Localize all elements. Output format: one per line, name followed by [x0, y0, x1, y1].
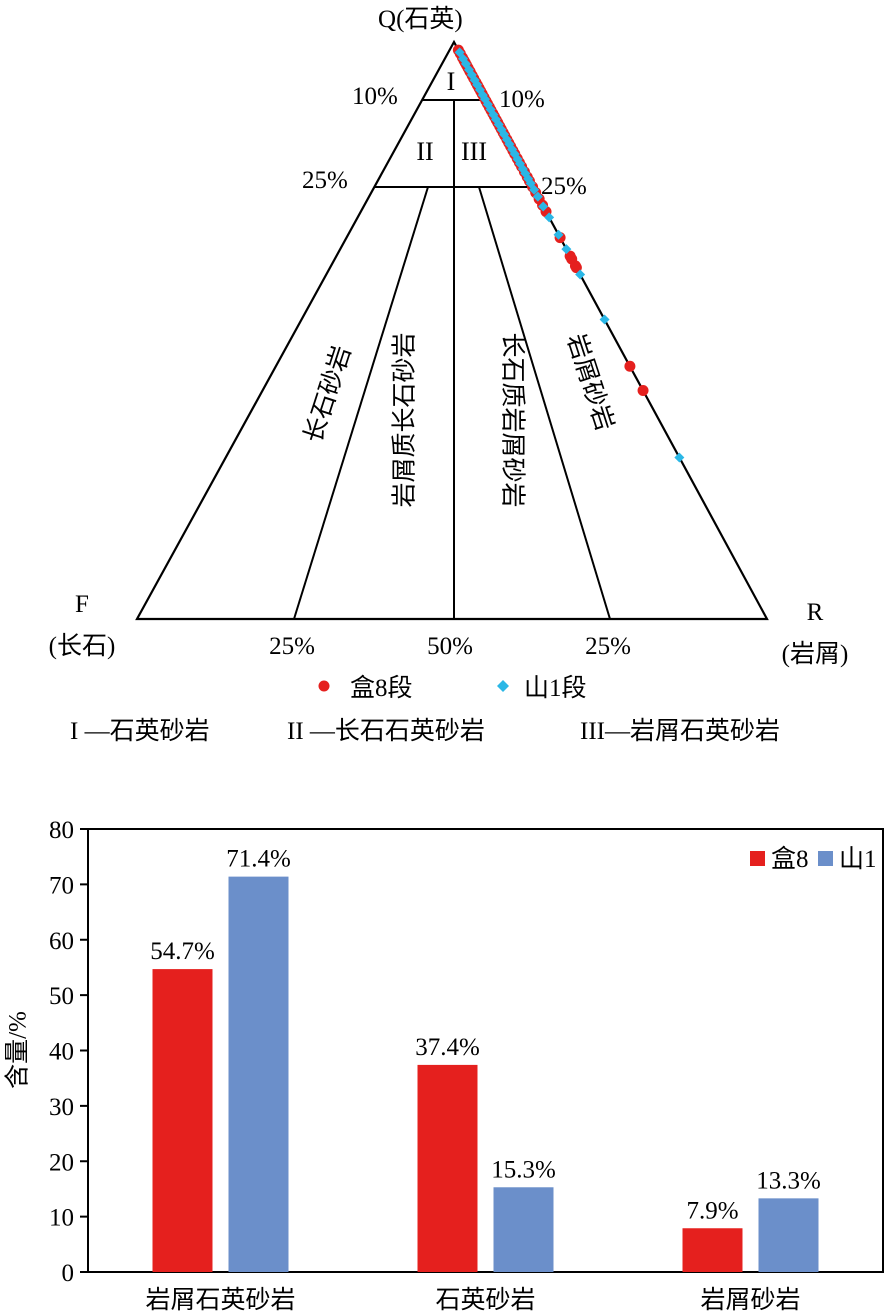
- apex-r-letter: R: [807, 599, 824, 626]
- y-tick-label: 40: [49, 1039, 74, 1066]
- pct-q25-left: 25%: [302, 167, 348, 194]
- legend-he8-bar-label: 盒8: [771, 845, 809, 873]
- x-axis: 岩屑石英砂岩 石英砂岩 岩屑砂岩: [145, 1286, 800, 1314]
- zone-key-3: III—岩屑石英砂岩: [580, 717, 780, 745]
- y-tick-label: 60: [49, 928, 74, 955]
- point-shan1: [575, 269, 586, 280]
- legend-shan1-bar-label: 山1: [839, 845, 877, 873]
- legend-shan1-swatch: [818, 851, 833, 866]
- bar-value-label: 71.4%: [226, 846, 291, 873]
- point-shan1: [532, 191, 543, 202]
- field-feldspar-sandstone: 长石砂岩: [299, 342, 357, 446]
- point-he8: [624, 360, 636, 372]
- pct-q25-right: 25%: [541, 173, 587, 200]
- legend-shan1-marker: [497, 680, 509, 692]
- apex-r-name: (岩屑): [782, 640, 849, 668]
- divider-25-right: [478, 186, 611, 620]
- y-tick-label: 10: [49, 1205, 74, 1232]
- bar-he8: [417, 1064, 478, 1272]
- zone-key-2: II —长石石英砂岩: [287, 717, 485, 745]
- field-lithic-feldspar-sandstone: 岩屑质长石砂岩: [391, 332, 419, 507]
- bar-value-label: 13.3%: [756, 1167, 821, 1194]
- point-he8: [637, 385, 649, 397]
- zone-key-1: I —石英砂岩: [70, 717, 210, 745]
- point-shan1: [674, 452, 685, 463]
- ternary-diagram: Q(石英) F (长石) R (岩屑) 10% 10% 25% 25% 25% …: [49, 5, 849, 745]
- y-axis: 0 10 20 30 40 50 60 70 80: [49, 817, 88, 1287]
- y-tick-label: 20: [49, 1149, 74, 1176]
- x-category-label: 岩屑砂岩: [700, 1286, 800, 1314]
- bar-he8: [682, 1228, 743, 1272]
- point-shan1: [529, 184, 540, 195]
- pct-base-25-left: 25%: [269, 633, 315, 660]
- bars: 54.7% 71.4% 37.4% 15.3% 7.9% 13.3%: [150, 846, 821, 1272]
- zone-code-1: I: [447, 67, 456, 96]
- point-shan1: [544, 212, 555, 223]
- bar-value-label: 54.7%: [150, 938, 215, 965]
- bar-shan1: [758, 1198, 819, 1272]
- point-he8: [570, 262, 582, 274]
- bar-shan1: [228, 876, 289, 1272]
- pct-q10-right: 10%: [499, 86, 545, 113]
- bar-he8: [152, 969, 213, 1272]
- apex-q-label: Q(石英): [378, 5, 463, 33]
- zone-code-3: III: [461, 137, 487, 166]
- apex-f-name: (长石): [49, 632, 116, 660]
- zone-code-2: II: [416, 137, 433, 166]
- point-shan1: [599, 314, 610, 325]
- y-tick-label: 50: [49, 983, 74, 1010]
- bar-value-label: 7.9%: [686, 1197, 738, 1224]
- bar-legend: 盒8 山1: [750, 845, 877, 873]
- pct-q10-left: 10%: [352, 83, 398, 110]
- y-tick-label: 30: [49, 1094, 74, 1121]
- y-tick-label: 80: [49, 817, 74, 844]
- legend-he8-swatch: [750, 851, 765, 866]
- bar-shan1: [493, 1187, 554, 1272]
- point-shan1: [460, 58, 471, 69]
- ternary-legend: 盒8段 山1段: [318, 674, 587, 702]
- y-axis-label: 含量/%: [4, 1011, 32, 1089]
- ternary-outline: [135, 39, 769, 621]
- legend-shan1-label: 山1段: [524, 674, 587, 702]
- point-shan1: [553, 229, 564, 240]
- field-lithic-sandstone: 岩屑砂岩: [561, 330, 619, 434]
- legend-he8-marker: [318, 680, 330, 692]
- bar-value-label: 15.3%: [491, 1156, 556, 1183]
- legend-he8-label: 盒8段: [350, 674, 413, 702]
- field-feldspathic-lithic-sandstone: 长石质岩屑砂岩: [498, 332, 526, 507]
- ternary-points: [452, 44, 685, 463]
- divider-25-left: [293, 186, 429, 620]
- x-category-label: 石英砂岩: [435, 1286, 535, 1314]
- point-shan1: [538, 201, 549, 212]
- bar-value-label: 37.4%: [415, 1034, 480, 1061]
- bar-chart: 0 10 20 30 40 50 60 70 80 岩屑石英砂岩 石英砂岩 岩屑砂岩 54.7% 71…: [4, 817, 884, 1314]
- point-shan1: [561, 244, 572, 255]
- x-category-label: 岩屑石英砂岩: [145, 1286, 295, 1314]
- apex-f-letter: F: [75, 591, 89, 618]
- pct-base-50: 50%: [427, 633, 473, 660]
- y-tick-label: 0: [62, 1260, 75, 1287]
- pct-base-25-right: 25%: [585, 633, 631, 660]
- y-tick-label: 70: [49, 872, 74, 899]
